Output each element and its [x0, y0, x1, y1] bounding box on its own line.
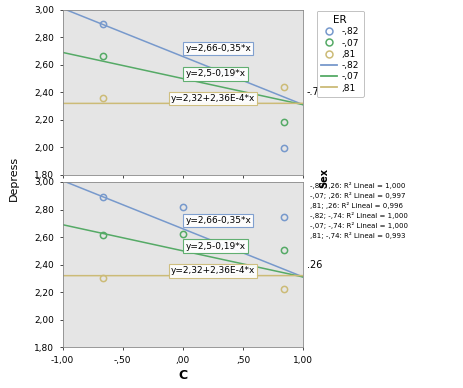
Legend: -,82, -,07, ,81, -,82, -,07, ,81: -,82, -,07, ,81, -,82, -,07, ,81 — [317, 10, 364, 97]
X-axis label: C: C — [178, 369, 188, 382]
Text: -,82; ,26: R² Lineal = 1,000
-,07; ,26: R² Lineal = 0,997
,81; ,26: R² Lineal = : -,82; ,26: R² Lineal = 1,000 -,07; ,26: … — [310, 182, 408, 239]
Text: y=2,32+2,36E-4*x: y=2,32+2,36E-4*x — [171, 266, 255, 275]
Text: y=2,5-0,19*x: y=2,5-0,19*x — [185, 69, 245, 78]
Text: Sex: Sex — [319, 168, 329, 189]
Text: .26: .26 — [307, 260, 322, 270]
Text: Depress: Depress — [9, 156, 19, 201]
Text: y=2,66-0,35*x: y=2,66-0,35*x — [185, 44, 251, 53]
Text: y=2,32+2,36E-4*x: y=2,32+2,36E-4*x — [171, 94, 255, 103]
Text: -.74: -.74 — [307, 87, 326, 97]
Text: y=2,5-0,19*x: y=2,5-0,19*x — [185, 241, 245, 251]
Text: y=2,66-0,35*x: y=2,66-0,35*x — [185, 216, 251, 225]
